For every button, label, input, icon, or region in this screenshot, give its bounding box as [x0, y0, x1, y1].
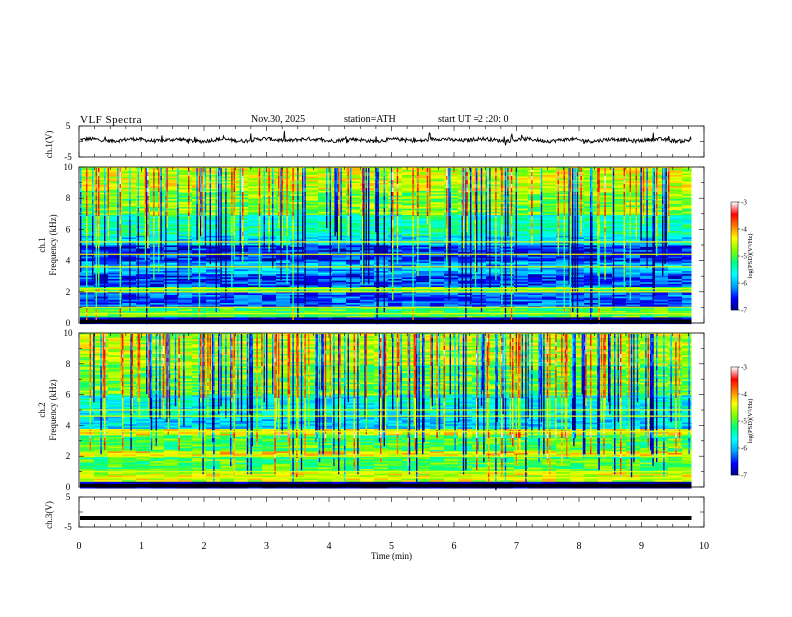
y-tick-label: 6 — [66, 390, 71, 400]
x-axis-label: Time (min) — [371, 551, 412, 561]
x-tick-label: 8 — [577, 541, 582, 552]
emission-line — [80, 456, 692, 457]
emission-line — [80, 431, 692, 432]
ch1-spectrogram-ylabel: ch.1 — [37, 237, 47, 252]
colorbar — [731, 367, 738, 475]
emission-line — [80, 254, 692, 255]
colorbar-label: log(PSD)(V²/Hz) — [747, 399, 754, 444]
ch2-spectrogram-ylabel: ch.2 — [37, 402, 47, 417]
y-tick-label: 6 — [66, 224, 71, 234]
y-tick-label: 8 — [66, 359, 71, 369]
emission-line — [80, 415, 692, 416]
y-tick-label: -5 — [64, 522, 72, 532]
x-tick-label: 4 — [327, 541, 332, 552]
emission-line — [80, 241, 692, 242]
emission-line — [80, 477, 692, 478]
y-tick-label: 10 — [64, 328, 74, 338]
emission-line — [80, 266, 692, 267]
x-tick-label: 3 — [264, 541, 269, 552]
emission-line — [80, 307, 692, 308]
start-label: start UT = — [438, 114, 479, 125]
y-tick-label: 4 — [66, 420, 71, 430]
emission-line — [80, 291, 692, 292]
y-tick-label: 8 — [66, 193, 71, 203]
x-tick-label: 6 — [452, 541, 457, 552]
colorbar-tick-label: -4 — [741, 226, 747, 234]
low-band-strip — [80, 320, 692, 323]
date-label: Nov.30, 2025 — [251, 114, 305, 125]
y-tick-label: 0 — [66, 482, 71, 492]
colorbar-tick-label: -6 — [741, 280, 747, 288]
colorbar — [731, 202, 738, 310]
y-tick-label: 2 — [66, 287, 71, 297]
colorbar-tick-label: -3 — [741, 364, 747, 372]
emission-line — [80, 288, 692, 289]
x-tick-label: 0 — [77, 541, 82, 552]
ch3-waveform-ylabel: ch.3(V) — [44, 501, 54, 529]
x-tick-label: 9 — [639, 541, 644, 552]
x-tick-label: 2 — [202, 541, 207, 552]
y-tick-label: 2 — [66, 451, 71, 461]
y-tick-label: 0 — [66, 318, 71, 328]
colorbar-tick-label: -4 — [741, 391, 747, 399]
ch2-spectrogram-image — [80, 333, 692, 490]
x-tick-label: 10 — [699, 541, 709, 552]
station-label: station=ATH — [344, 114, 396, 125]
y-tick-label: 5 — [66, 121, 71, 131]
emission-line — [80, 409, 692, 410]
x-tick-label: 7 — [514, 541, 519, 552]
y-tick-label: -5 — [64, 152, 72, 162]
ch1-waveform-ylabel: ch.1(V) — [44, 131, 54, 159]
figure-title: VLF Spectra — [80, 114, 142, 126]
ch1-spectrogram-image — [80, 167, 692, 324]
y-tick-label: 10 — [64, 162, 74, 172]
emission-line — [80, 471, 692, 472]
x-tick-label: 1 — [139, 541, 144, 552]
colorbar-label: log(PSD)(V²/Hz) — [747, 234, 754, 279]
colorbar-tick-label: -3 — [741, 199, 747, 207]
low-band-strip — [80, 484, 692, 487]
ch2-spectrogram-ylabel: Frequency (kHz) — [48, 379, 58, 440]
start-time: 2 :20: 0 — [478, 114, 509, 125]
emission-line — [80, 313, 692, 314]
y-tick-label: 4 — [66, 256, 71, 266]
colorbar-tick-label: -6 — [741, 445, 747, 453]
ch1-spectrogram-ylabel: Frequency (kHz) — [48, 214, 58, 275]
colorbar-tick-label: -7 — [741, 472, 747, 480]
y-tick-label: 5 — [66, 492, 71, 502]
ch1-waveform-trace — [80, 131, 691, 145]
colorbar-tick-label: -7 — [741, 307, 747, 315]
